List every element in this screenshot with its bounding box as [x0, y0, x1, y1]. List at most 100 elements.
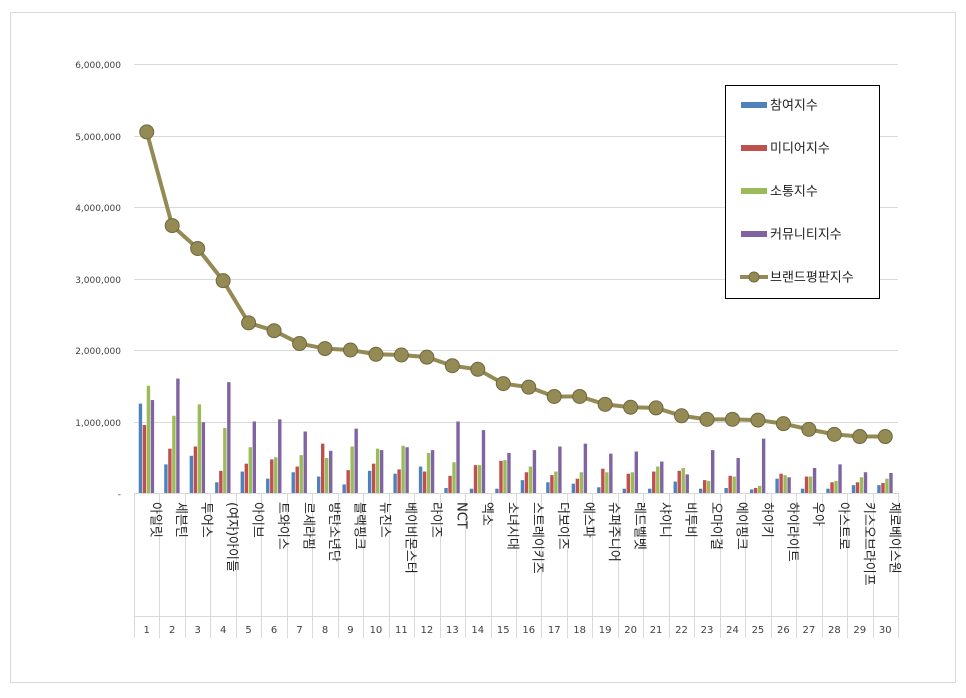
bar-i4-14c8133g13uo	[724, 488, 728, 493]
bar-i6-14v8112czbc1	[532, 450, 537, 493]
bar-i5-114ozro131w1	[448, 475, 452, 493]
bar-i5-114ozro131w1	[703, 480, 707, 493]
line-point-i7-11jg109ozq41	[393, 347, 409, 363]
rank-label: 5	[245, 625, 251, 636]
bar-i4-128c15f913uo	[834, 480, 838, 493]
rank-label: 16	[522, 625, 535, 636]
category-label: 하이라이트	[784, 502, 799, 562]
bar-i5-114ozro131w1	[652, 471, 656, 493]
bar-i6-14v8112czbc1	[278, 419, 282, 493]
y-tick-label: 2,000,000	[75, 347, 121, 357]
legend-swatch-bar	[741, 231, 767, 237]
bar-i5-114ozro131w1	[601, 468, 605, 493]
bar-i4-128c15f913uo	[783, 475, 787, 494]
bar-i4-128c15f913uo	[605, 472, 609, 493]
category-label: 샤이니	[657, 502, 672, 538]
bar-i4-14c8133g13uo	[851, 485, 856, 493]
rank-label: 4	[220, 625, 226, 636]
bar-i4-14c8133g13uo	[240, 471, 244, 493]
bar-i6-14v8112czbc1	[405, 447, 409, 493]
bar-i5-114ozro131w1	[626, 473, 630, 493]
bar-i6-14v8112czbc1	[303, 431, 307, 493]
bar-i4-14c8133g13uo	[367, 470, 372, 493]
bar-i5-114ozro131w1	[779, 473, 783, 493]
category-label: 세븐틴	[173, 502, 188, 538]
bar-i4-14c8133g13uo	[444, 488, 448, 493]
bar-i6-14v8112czbc1	[787, 477, 791, 493]
bar-i6-14v8112czbc1	[201, 422, 206, 493]
bar-series	[138, 378, 893, 494]
bar-i4-128c15f913uo	[707, 480, 711, 493]
rank-label: 19	[599, 625, 612, 636]
category-label: 하이키	[759, 502, 774, 538]
bar-i4-128c15f913uo	[172, 415, 176, 493]
category-label: 트와이스	[275, 502, 290, 550]
bar-i6-14v8112czbc1	[329, 450, 333, 493]
bar-i4-14c8133g13uo	[317, 476, 321, 493]
category-label: 키스오브라이프	[861, 502, 876, 586]
line-point-i7-11jg109ozq41	[495, 376, 511, 392]
category-label: 아일릿	[148, 502, 163, 538]
bar-i6-14v8112czbc1	[838, 464, 842, 493]
bar-i5-114ozro131w1	[677, 470, 681, 493]
bar-i6-14v8112czbc1	[634, 451, 638, 493]
rank-label: 13	[446, 625, 459, 636]
bar-i6-14v8112czbc1	[736, 457, 740, 493]
category-label: 에스파	[581, 502, 596, 538]
bar-i4-14c8133g13uo	[826, 488, 830, 493]
legend-label: 소통지수	[770, 185, 818, 200]
category-label: 오마이걸	[708, 502, 723, 550]
category-label: NCT	[453, 502, 468, 529]
bar-i4-14c8133g13uo	[418, 466, 423, 493]
line-point-i7-11jg109ozq41	[215, 273, 231, 289]
bar-i5-114ozro131w1	[855, 482, 860, 493]
bar-i4-128c15f913uo	[681, 467, 685, 493]
bar-i4-128c15f913uo	[477, 465, 482, 493]
rank-label: 9	[347, 625, 353, 636]
category-label: 슈퍼주니어	[606, 502, 621, 562]
rank-label: 17	[548, 625, 561, 636]
bar-i5-114ozro131w1	[422, 471, 427, 493]
legend-label: 커뮤니티지수	[770, 228, 842, 243]
bar-i4-14c8133g13uo	[469, 488, 474, 493]
line-point-i7-11jg109ozq41	[648, 400, 664, 416]
bar-i5-114ozro131w1	[270, 459, 274, 493]
bar-i6-14v8112czbc1	[379, 450, 384, 493]
bar-i4-128c15f913uo	[859, 477, 864, 493]
bar-i4-128c15f913uo	[197, 404, 202, 493]
rank-label: 30	[879, 625, 892, 636]
bar-i6-14v8112czbc1	[812, 467, 817, 493]
bar-i4-128c15f913uo	[299, 455, 303, 493]
category-label: 더보이즈	[555, 502, 570, 550]
bar-i6-14v8112czbc1	[761, 438, 766, 493]
rank-label: 8	[322, 625, 328, 636]
rank-label: 20	[624, 625, 637, 636]
bar-i6-14v8112czbc1	[227, 382, 231, 493]
line-point-i7-11jg109ozq41	[368, 346, 384, 362]
bar-i6-14v8112czbc1	[583, 443, 588, 493]
bar-i6-14v8112czbc1	[252, 421, 256, 493]
bar-i4-128c15f913uo	[732, 476, 736, 493]
rank-label: 14	[471, 625, 484, 636]
legend-label: 브랜드평판지수	[770, 271, 854, 286]
line-point-i7-11jg109ozq41	[572, 388, 588, 404]
bar-i4-14c8133g13uo	[164, 464, 168, 493]
bar-i4-14c8133g13uo	[749, 489, 754, 493]
rank-label: 22	[675, 625, 688, 636]
category-label: 블랙핑크	[351, 502, 366, 550]
bar-i6-14v8112czbc1	[507, 452, 511, 493]
bar-i5-114ozro131w1	[168, 448, 172, 493]
bar-i4-14c8133g13uo	[800, 488, 805, 493]
y-axis-tick-labels: - 1,000,000 2,000,000 3,000,000 4,000,000 5,0…	[75, 61, 121, 500]
category-label: 에이핑크	[733, 502, 748, 550]
rank-label: 3	[194, 625, 200, 636]
bar-i4-128c15f913uo	[808, 476, 813, 493]
bar-i4-128c15f913uo	[274, 457, 278, 493]
bar-i6-14v8112czbc1	[176, 378, 180, 493]
bar-i5-114ozro131w1	[728, 475, 732, 493]
bar-i4-14c8133g13uo	[775, 478, 779, 493]
line-point-i7-11jg109ozq41	[470, 361, 486, 377]
bar-i4-14c8133g13uo	[622, 488, 626, 493]
